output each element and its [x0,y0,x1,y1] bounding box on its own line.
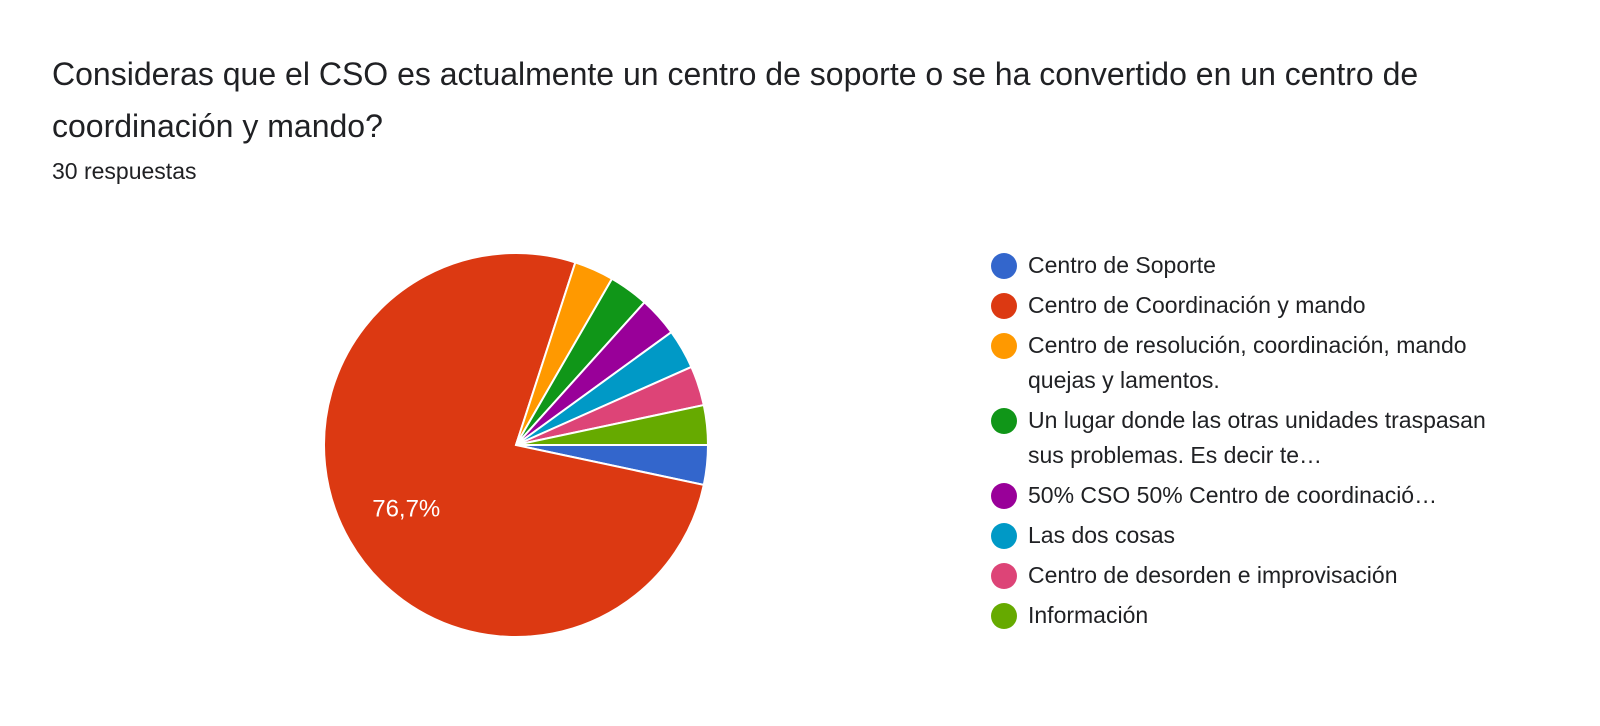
pie-data-label-2: 76,7% [372,495,440,522]
legend-item-4[interactable]: Un lugar donde las otras unidades traspa… [991,403,1551,473]
legend-swatch-icon [991,408,1017,434]
legend-item-3[interactable]: Centro de resolución, coordinación, mand… [991,328,1551,398]
legend-item-8[interactable]: Información [991,598,1551,633]
chart-legend: Centro de Soporte Centro de Coordinación … [991,248,1551,638]
legend-item-7[interactable]: Centro de desorden e improvisación [991,558,1551,593]
legend-label: Centro de Coordinación y mando [1028,292,1366,318]
response-count: 30 respuestas [52,158,197,184]
legend-item-2[interactable]: Centro de Coordinación y mando [991,288,1551,323]
legend-swatch-icon [991,333,1017,359]
legend-label: Información [1028,602,1149,628]
legend-label: Un lugar donde las otras unidades traspa… [1028,407,1486,468]
legend-swatch-icon [991,563,1017,589]
question-title: Consideras que el CSO es actualmente un … [52,56,1419,144]
legend-swatch-icon [991,483,1017,509]
pie-slice-8[interactable] [515,403,710,446]
legend-label: 50% CSO 50% Centro de coordinació… [1028,482,1438,508]
pie-slice-2[interactable] [323,252,705,638]
legend-label: Centro de desorden e improvisación [1028,562,1398,588]
legend-swatch-icon [991,253,1017,279]
legend-item-5[interactable]: 50% CSO 50% Centro de coordinació… [991,478,1551,513]
legend-swatch-icon [991,293,1017,319]
legend-swatch-icon [991,603,1017,629]
legend-item-6[interactable]: Las dos cosas [991,518,1551,553]
legend-label: Centro de resolución, coordinación, mand… [1028,332,1467,393]
legend-item-1[interactable]: Centro de Soporte [991,248,1551,283]
legend-label: Las dos cosas [1028,522,1176,548]
legend-swatch-icon [991,523,1017,549]
legend-label: Centro de Soporte [1028,252,1216,278]
